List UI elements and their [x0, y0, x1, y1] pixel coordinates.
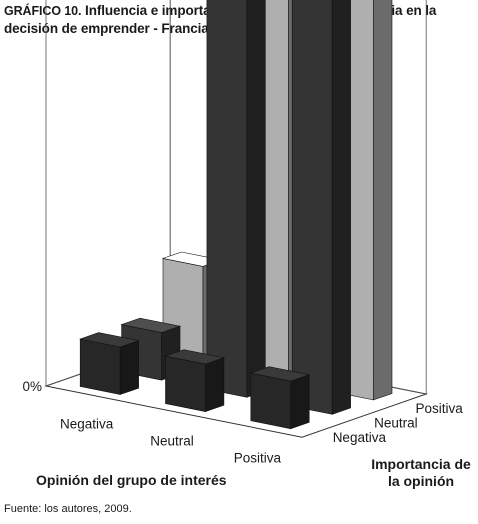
bar-side-face: [290, 374, 310, 430]
x-tick-label: Neutral: [150, 434, 194, 449]
bar-front-face: [165, 355, 206, 412]
x-tick-label: Negativa: [60, 417, 114, 432]
bar-side-face: [246, 0, 266, 398]
x-tick-label: Positiva: [234, 451, 282, 466]
bar: [206, 0, 266, 398]
depth-axis-title: Importancia de la opinión: [371, 456, 471, 489]
bar-front-face: [79, 338, 121, 395]
bar: [291, 0, 351, 415]
bars: [79, 0, 393, 430]
bar: [249, 366, 311, 430]
bar-top-face: [164, 349, 226, 365]
bar-front-face: [250, 372, 292, 430]
bar-side-face: [373, 0, 393, 401]
chart-title-label: GRÁFICO 10.: [4, 4, 82, 18]
bar-side-face: [205, 357, 225, 413]
bar-top-face: [79, 332, 140, 348]
bar-top-face: [249, 366, 311, 382]
x-axis-title: Opinión del grupo de interés: [36, 472, 227, 488]
bar: [164, 349, 226, 413]
depth-tick-label: Negativa: [333, 430, 387, 445]
bar-side-face: [119, 340, 139, 395]
y-tick-label: 0%: [22, 379, 42, 394]
depth-tick-label: Positiva: [416, 401, 464, 416]
depth-tick-label: Neutral: [374, 416, 418, 431]
bar: [79, 332, 140, 395]
bar-top-face: [120, 317, 182, 333]
axis-labels: 0%20%40%NegativaNeutralPositivaNegativaN…: [22, 379, 464, 466]
bar-front-face: [206, 0, 248, 398]
bar-front-face: [291, 0, 333, 415]
source-note: Fuente: los autores, 2009.: [4, 503, 132, 515]
bar-side-face: [331, 0, 351, 415]
